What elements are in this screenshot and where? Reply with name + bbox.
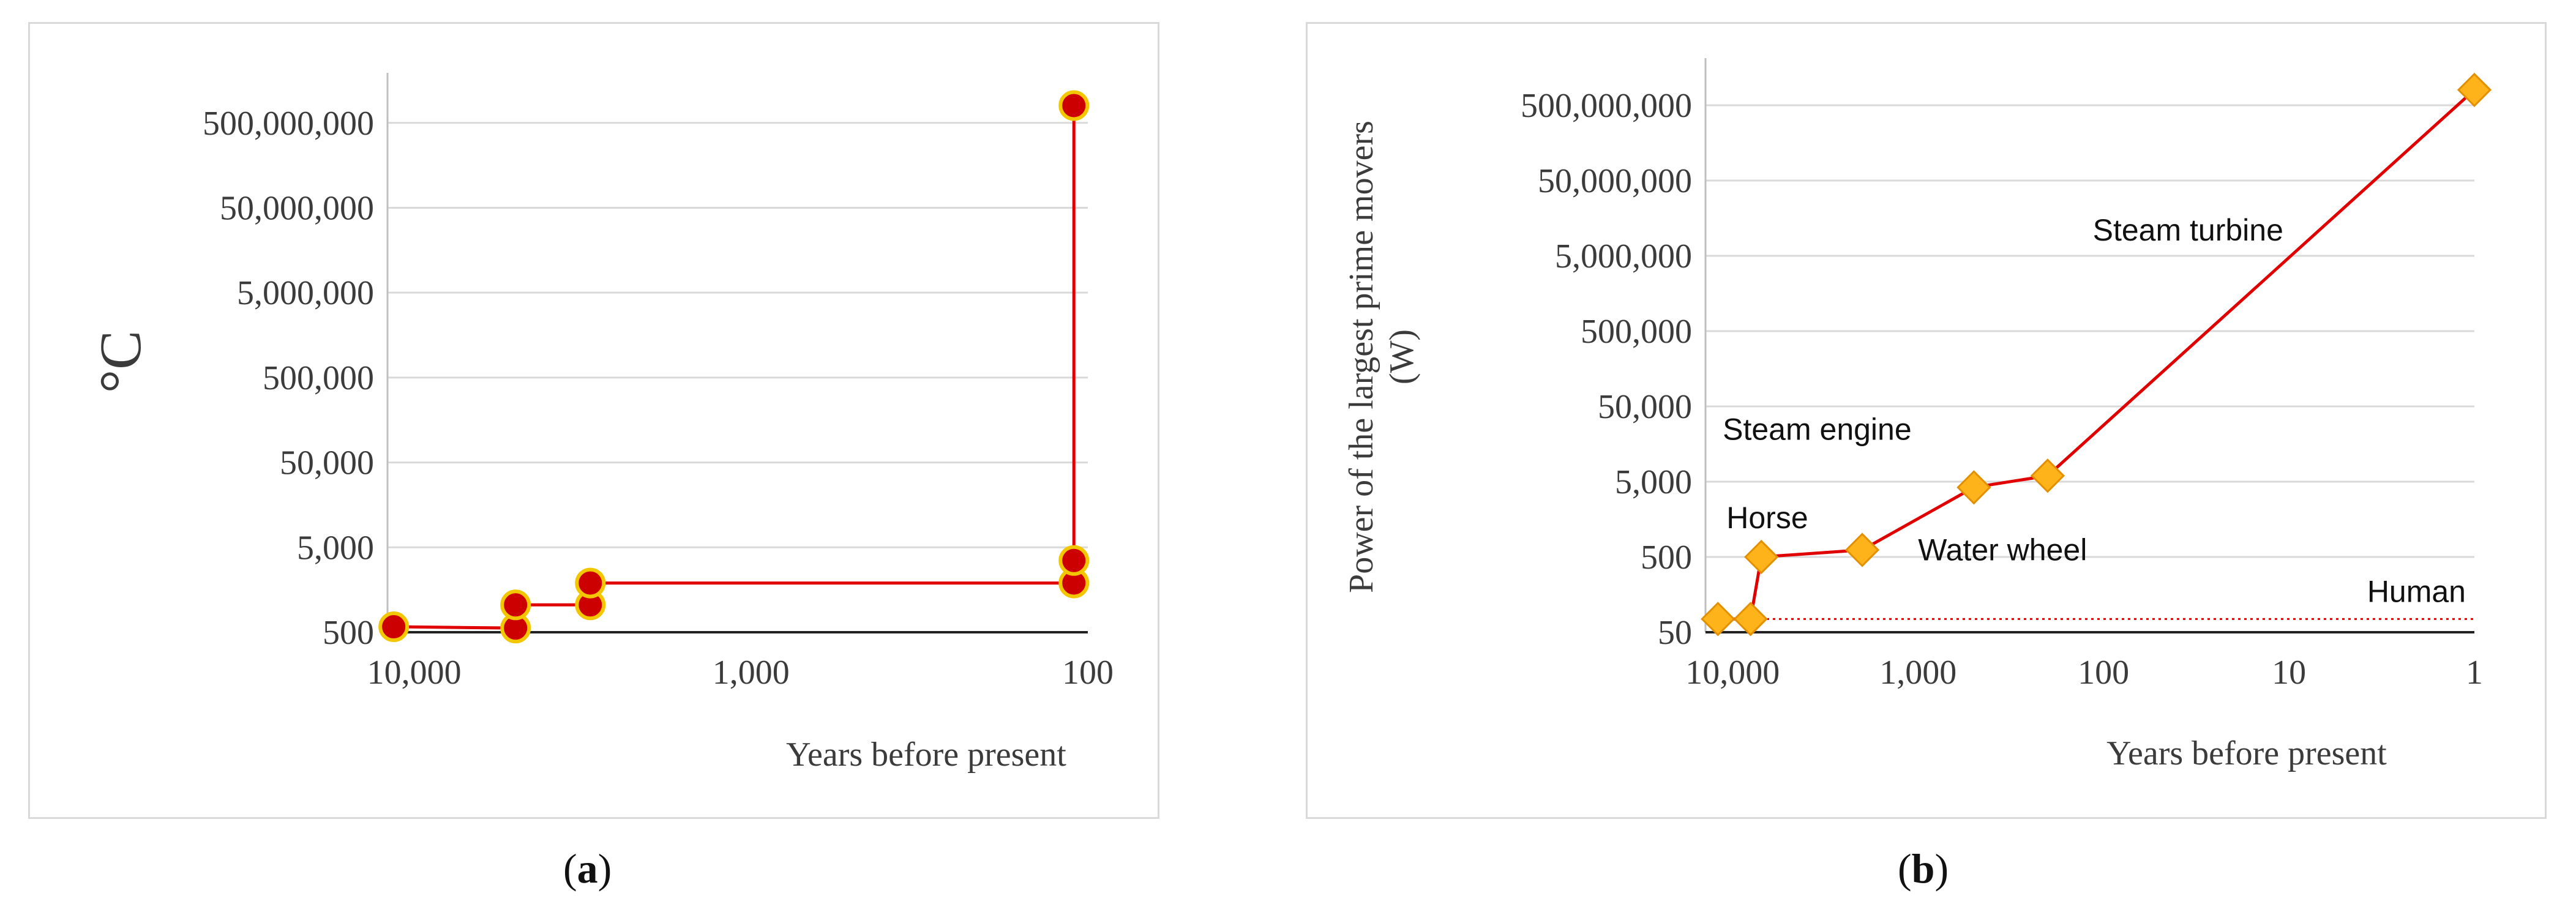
x-axis-title: Years before present [786,736,1066,774]
series-line [394,105,1076,630]
annotation-label: Steam engine [1723,413,1912,447]
subfigure-label-b: (b) [1898,845,1949,892]
data-point [500,589,531,621]
annotation-label: Water wheel [1918,533,2087,567]
data-point [2457,72,2492,108]
y-axis-title: (W) [1383,329,1421,384]
y-axis-title: °C [88,331,153,393]
y-tick-label: 5,000 [1615,463,1692,501]
y-tick-label: 500 [1641,539,1692,577]
y-tick-label: 50 [1658,614,1692,652]
x-tick-label: 100 [2078,654,2129,692]
x-tick-label: 1,000 [713,654,790,692]
y-tick-label: 500,000,000 [1521,87,1692,125]
y-tick-label: 500,000 [263,359,374,397]
y-tick-label: 500 [323,614,374,652]
x-tick-label: 1,000 [1879,654,1956,692]
data-point [2030,458,2065,493]
chart-panel-a: 500 5,000 50,000 500,000 5,000,000 50,000,000… [28,22,1159,819]
y-axis-title: Power of the largest prime movers [1342,121,1380,593]
x-tick-label: 10,000 [367,654,462,692]
data-point [1058,90,1090,121]
y-tick-label: 50,000,000 [1538,162,1692,200]
annotation-label: Horse [1726,501,1808,535]
x-tick-label: 10 [2272,654,2306,692]
data-point [1701,602,1735,637]
y-tick-label: 500,000 [1581,313,1692,351]
x-tick-label: 10,000 [1685,654,1780,692]
data-point [1956,470,1991,505]
y-tick-label: 500,000,000 [203,105,374,143]
y-tick-label: 5,000,000 [1555,237,1692,275]
x-axis-title: Years before present [2106,734,2387,772]
data-point [1733,602,1768,637]
chart-a-svg: 500 5,000 50,000 500,000 5,000,000 50,000,000… [88,73,1114,774]
data-point [378,611,410,643]
chart-b-svg: 50 500 5,000 50,000 500,000 5,000,000 50,000,0… [1342,58,2492,772]
chart-panel-b: 50 500 5,000 50,000 500,000 5,000,000 50,000,0… [1306,22,2547,819]
annotation-label: Steam turbine [2093,213,2283,247]
subfigure-label-a: (a) [563,845,612,892]
y-tick-label: 50,000 [1598,388,1692,426]
data-point [1844,532,1880,567]
series-line [1718,89,2476,621]
reference-line-label: Human [2367,574,2466,608]
y-tick-label: 5,000 [297,529,374,567]
x-tick-label: 1 [2466,654,2483,692]
x-tick-label: 100 [1062,654,1114,692]
y-tick-label: 5,000,000 [237,274,374,312]
data-point [575,567,606,599]
data-point [1744,539,1779,575]
y-tick-label: 50,000 [280,444,374,482]
data-point [1058,545,1090,576]
y-tick-label: 50,000,000 [220,189,374,227]
